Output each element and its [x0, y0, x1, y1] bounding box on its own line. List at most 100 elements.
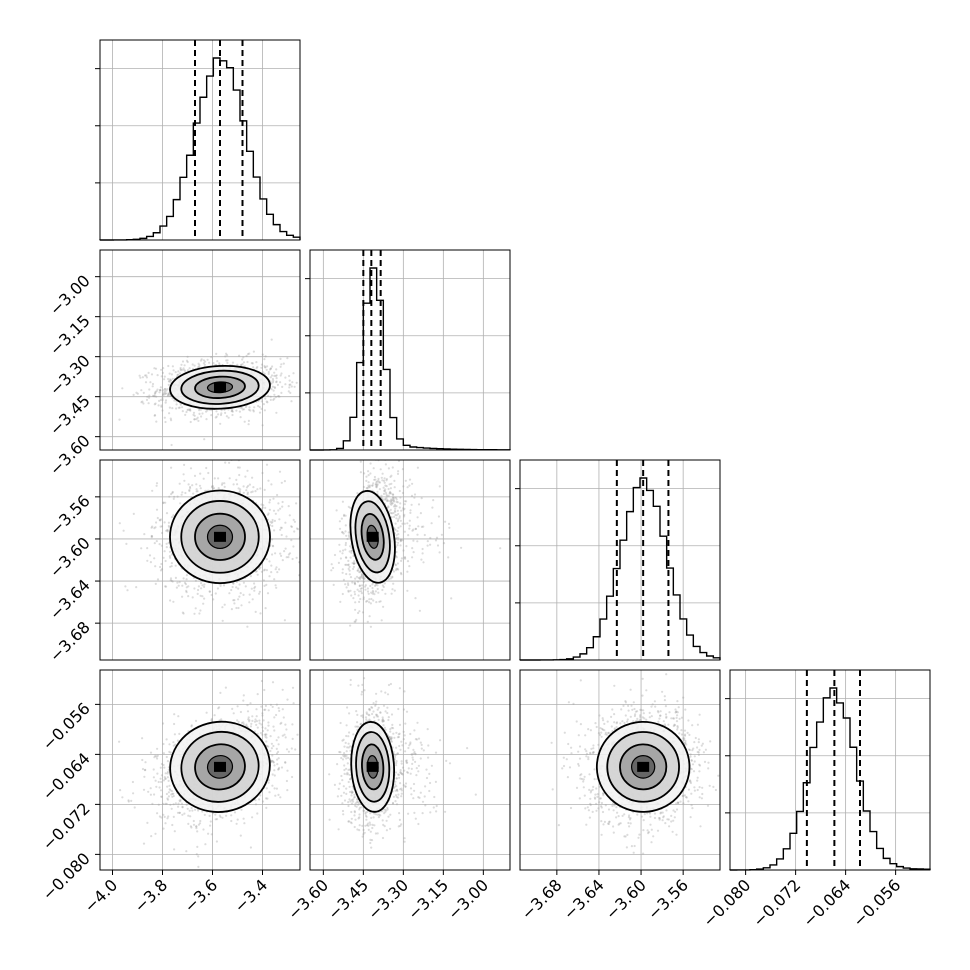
sample-point: [356, 588, 359, 591]
sample-point: [146, 395, 149, 398]
sample-point: [260, 570, 263, 573]
sample-point: [394, 513, 397, 517]
sample-point: [295, 502, 298, 505]
sample-point: [177, 715, 180, 718]
sample-point: [147, 371, 150, 374]
sample-point: [162, 742, 165, 746]
sample-point: [290, 539, 293, 542]
sample-point: [261, 424, 264, 427]
sample-point: [156, 374, 159, 377]
sample-point: [391, 498, 394, 501]
sample-point: [382, 585, 385, 589]
sample-point: [237, 487, 240, 490]
sample-point: [270, 388, 273, 391]
sample-point: [381, 584, 384, 587]
sample-point: [268, 560, 271, 563]
sample-point: [393, 500, 396, 503]
sample-point: [399, 538, 402, 541]
sample-point: [183, 479, 186, 482]
peak-density: [366, 531, 379, 542]
sample-point: [281, 708, 284, 711]
sample-point: [242, 593, 245, 597]
sample-point: [398, 489, 401, 493]
sample-point: [414, 527, 417, 530]
sample-point: [183, 581, 187, 585]
sample-point: [344, 541, 347, 545]
sample-point: [180, 493, 183, 496]
sample-point: [265, 558, 268, 561]
sample-point: [199, 487, 202, 490]
sample-point: [169, 565, 172, 568]
sample-point: [376, 483, 379, 486]
sample-point: [168, 380, 171, 383]
sample-point: [348, 550, 351, 553]
sample-point: [438, 485, 441, 488]
sample-point: [296, 733, 299, 736]
sample-point: [181, 595, 184, 598]
sample-point: [261, 506, 264, 509]
sample-point: [195, 483, 198, 486]
sample-point: [239, 488, 242, 491]
sample-point: [387, 487, 390, 491]
sample-point: [228, 592, 231, 595]
sample-point: [139, 376, 142, 379]
sample-point: [358, 590, 361, 593]
sample-point: [279, 381, 282, 384]
sample-point: [306, 398, 308, 400]
sample-point: [164, 585, 168, 588]
sample-point: [196, 830, 199, 833]
sample-point: [158, 518, 161, 522]
sample-point: [283, 480, 286, 483]
sample-point: [171, 580, 174, 583]
sample-point: [189, 487, 192, 490]
sample-point: [287, 750, 290, 753]
sample-point: [191, 363, 194, 366]
sample-point: [143, 775, 146, 778]
sample-point: [221, 606, 224, 609]
sample-point: [270, 742, 273, 745]
sample-point: [225, 359, 228, 362]
sample-point: [417, 503, 421, 506]
sample-point: [160, 405, 163, 408]
sample-point: [246, 360, 249, 364]
sample-point: [183, 812, 186, 815]
sample-point: [370, 591, 373, 594]
sample-point: [403, 503, 406, 506]
sample-point: [380, 496, 383, 499]
sample-point: [344, 543, 347, 547]
sample-point: [181, 368, 184, 371]
sample-point: [118, 740, 121, 743]
sample-point: [350, 549, 353, 552]
sample-point: [274, 568, 277, 571]
sample-point: [195, 825, 198, 828]
sample-point: [414, 597, 417, 600]
sample-point: [395, 567, 398, 570]
sample-point: [176, 581, 179, 584]
sample-point: [393, 486, 396, 489]
sample-point: [177, 370, 180, 373]
sample-point: [382, 479, 386, 482]
sample-point: [202, 362, 205, 365]
sample-point: [368, 486, 371, 489]
sample-point: [410, 494, 414, 497]
sample-point: [341, 531, 344, 534]
sample-point: [273, 393, 276, 396]
sample-point: [201, 595, 204, 598]
sample-point: [281, 505, 284, 508]
sample-point: [395, 455, 397, 457]
sample-point: [271, 754, 274, 757]
sample-point: [162, 556, 165, 559]
sample-point: [154, 565, 157, 568]
sample-point: [275, 411, 278, 414]
sample-point: [154, 832, 157, 835]
sample-point: [181, 584, 184, 587]
sample-point: [121, 796, 124, 799]
sample-point: [364, 584, 367, 587]
sample-point: [366, 599, 369, 603]
sample-point: [164, 777, 167, 780]
sample-point: [442, 542, 446, 545]
sample-point: [420, 497, 423, 500]
sample-point: [385, 493, 388, 496]
sample-point: [231, 409, 234, 412]
sample-point: [181, 491, 184, 494]
